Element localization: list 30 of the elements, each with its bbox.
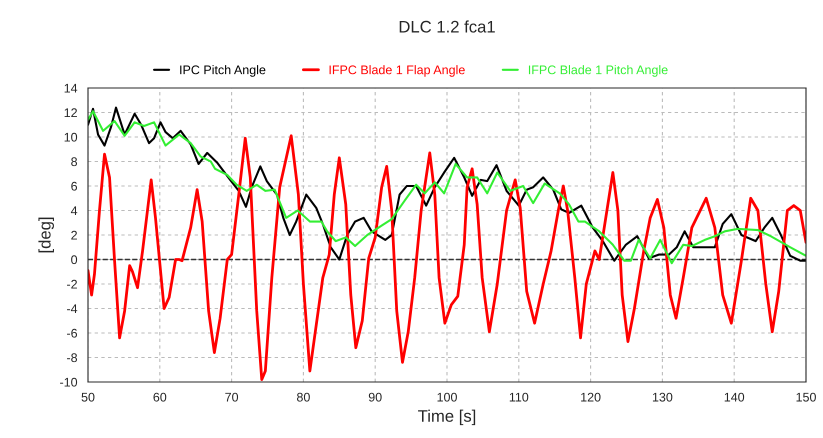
x-tick-label: 130 bbox=[652, 392, 672, 402]
y-tick-label: 10 bbox=[64, 132, 78, 142]
x-tick-label: 110 bbox=[510, 392, 528, 402]
x-tick-label: 90 bbox=[368, 392, 382, 402]
y-tick-label: -10 bbox=[60, 378, 78, 387]
x-tick-label: 70 bbox=[225, 392, 238, 402]
y-tick-label: 6 bbox=[71, 182, 78, 191]
legend-label: IFPC Blade 1 Pitch Angle bbox=[528, 65, 668, 77]
legend-label: IPC Pitch Angle bbox=[180, 65, 266, 77]
y-axis-title: [deg] bbox=[38, 218, 54, 252]
x-tick-label: 140 bbox=[724, 392, 744, 402]
x-tick-label: 50 bbox=[82, 392, 94, 402]
legend-label: IFPC Blade 1 Flap Angle bbox=[330, 65, 465, 77]
x-tick-label: 150 bbox=[796, 392, 816, 402]
y-tick-label: -4 bbox=[67, 304, 78, 314]
y-tick-label: -2 bbox=[67, 280, 77, 289]
chart-title: DLC 1.2 fca1 bbox=[400, 20, 495, 33]
y-tick-label: -6 bbox=[67, 328, 78, 338]
y-tick-label: 12 bbox=[64, 108, 77, 118]
y-tick-label: 2 bbox=[71, 230, 77, 240]
x-tick-label: 60 bbox=[153, 392, 166, 402]
y-tick-label: 8 bbox=[71, 157, 78, 166]
x-axis-title: Time [s] bbox=[418, 410, 476, 426]
x-tick-label: 100 bbox=[438, 392, 457, 402]
x-tick-label: 80 bbox=[296, 392, 310, 402]
y-tick-label: -8 bbox=[67, 353, 78, 362]
x-tick-label: 120 bbox=[581, 392, 601, 402]
y-tick-label: 14 bbox=[64, 84, 78, 93]
y-tick-label: 4 bbox=[70, 206, 78, 216]
y-tick-label: 0 bbox=[71, 255, 78, 264]
